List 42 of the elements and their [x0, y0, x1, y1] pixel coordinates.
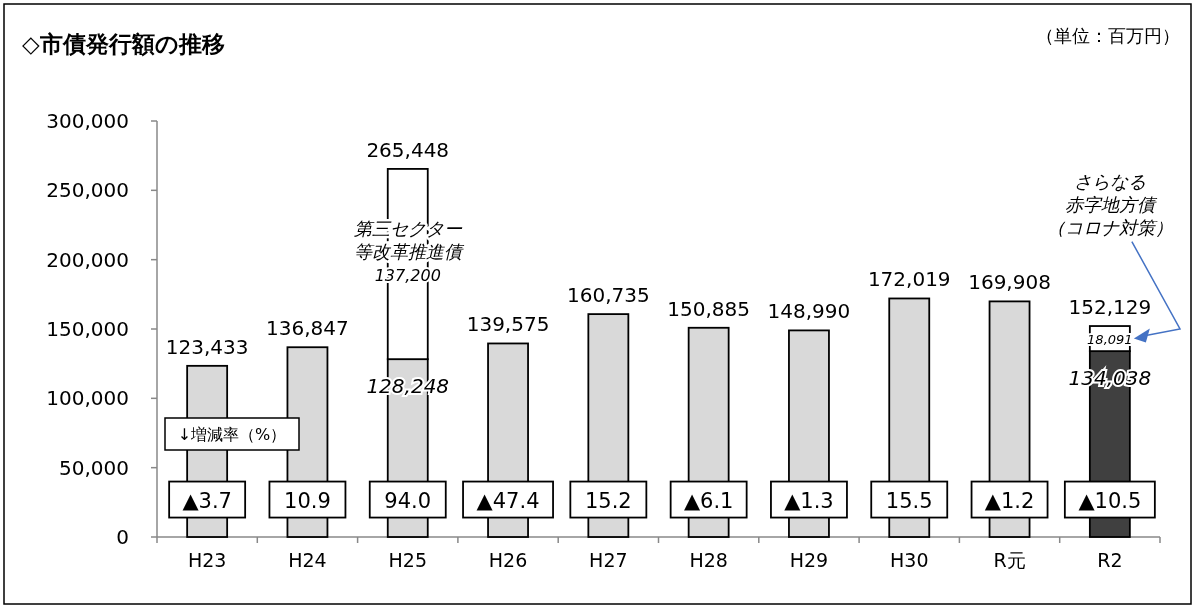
- y-tick-label: 200,000: [46, 247, 129, 272]
- x-tick-label: R2: [1097, 549, 1123, 571]
- total-label: 265,448: [366, 137, 450, 162]
- data-label: 136,847: [266, 316, 349, 341]
- annotation: ↓増減率（%）: [177, 425, 287, 444]
- data-label: 169,908: [968, 270, 1051, 295]
- data-label: 139,575: [466, 312, 550, 337]
- x-tick-label: H30: [890, 549, 929, 571]
- annotation: ▲47.4: [476, 488, 540, 513]
- y-tick-label: 0: [116, 525, 129, 549]
- data-label: 160,735: [566, 283, 650, 308]
- x-tick-label: H28: [689, 549, 728, 571]
- annotation: 94.0: [384, 488, 432, 513]
- data-label: 172,019: [867, 267, 951, 292]
- annotation: さらなる赤字地方債（コロナ対策）: [1046, 170, 1173, 238]
- y-tick-label: 250,000: [46, 178, 129, 203]
- y-tick-label: 150,000: [46, 317, 129, 341]
- x-tick-label: H29: [789, 549, 829, 571]
- data-label: 150,885: [667, 296, 751, 321]
- annotation: 15.2: [584, 488, 632, 513]
- data-label: 134,038: [1068, 366, 1152, 391]
- annotation: 15.5: [885, 488, 933, 513]
- x-tick-label: R元: [993, 549, 1026, 571]
- chart-title: ◇市債発行額の推移: [22, 31, 225, 57]
- annotation: ▲1.2: [984, 488, 1035, 513]
- annotation: ▲3.7: [182, 488, 232, 513]
- data-label: 148,990: [767, 299, 851, 324]
- annotation: 10.9: [284, 488, 331, 513]
- data-label: 123,433: [165, 334, 249, 359]
- x-tick-label: H24: [288, 549, 327, 571]
- total-label: 152,129: [1068, 295, 1152, 320]
- y-tick-label: 100,000: [46, 386, 129, 411]
- x-tick-label: H27: [589, 549, 628, 571]
- y-tick-label: 300,000: [46, 109, 129, 133]
- text: （単位：百万円）: [1036, 25, 1180, 46]
- annotation: ▲1.3: [784, 488, 834, 513]
- x-tick-label: H26: [488, 549, 528, 571]
- x-tick-label: H23: [187, 549, 227, 571]
- annotation: ▲10.5: [1078, 488, 1142, 513]
- y-tick-label: 50,000: [59, 455, 129, 480]
- x-tick-label: H25: [388, 549, 427, 571]
- annotation: ▲6.1: [683, 488, 734, 513]
